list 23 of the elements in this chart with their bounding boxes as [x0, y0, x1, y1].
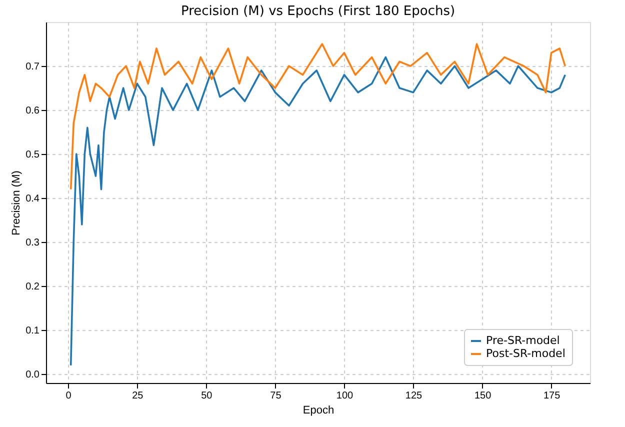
y-tick-label: 0.7	[26, 62, 40, 73]
y-tick-label: 0.2	[26, 282, 40, 293]
y-tick-label: 0.0	[26, 370, 40, 381]
y-tick-label: 0.6	[26, 106, 40, 117]
line-series	[70, 56, 566, 366]
y-tick-label: 0.4	[26, 194, 40, 205]
x-tick-label: 175	[543, 390, 561, 402]
x-tick-label: 50	[201, 390, 213, 402]
y-tick-label: 0.5	[26, 150, 40, 161]
line-series	[70, 43, 566, 190]
x-axis-title: Epoch	[302, 404, 334, 416]
x-tick-label: 25	[132, 390, 144, 402]
x-tick-label: 0	[66, 390, 72, 402]
x-tick-label: 100	[336, 390, 354, 402]
x-tick-label: 75	[270, 390, 282, 402]
y-tick-label: 0.3	[26, 238, 40, 249]
chart-title: Precision (M) vs Epochs (First 180 Epochs)	[180, 4, 456, 19]
x-tick-label: 150	[474, 390, 492, 402]
y-axis-title: Precision (M)	[10, 170, 23, 236]
x-tick-label: 125	[405, 390, 423, 402]
legend-label: Post-SR-model	[486, 347, 566, 360]
legend-label: Pre-SR-model	[486, 334, 560, 347]
y-tick-label: 0.1	[26, 326, 40, 337]
